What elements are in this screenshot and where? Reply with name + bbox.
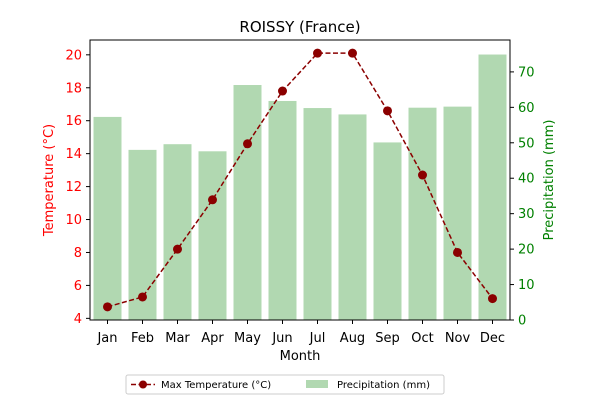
x-tick-label: Jul: [309, 331, 326, 346]
legend: Max Temperature (°C) Precipitation (mm): [125, 374, 445, 395]
left-axis-ticks: 4 6 8 10 12 14 16 18 20: [65, 48, 90, 327]
left-tick-label: 14: [65, 147, 82, 162]
precip-bar-dec: [478, 54, 507, 320]
temperature-line: [107, 52, 494, 308]
right-tick-label: 30: [518, 207, 535, 222]
precip-bar-aug: [338, 114, 367, 320]
legend-item-precipitation: Precipitation (mm): [306, 380, 430, 391]
chart-title: ROISSY (France): [239, 18, 360, 36]
left-axis-title: Temperature (°C): [42, 124, 57, 237]
precip-bar-oct: [408, 107, 437, 321]
right-axis-ticks: 0 10 20 30 40 50 60 70: [510, 65, 535, 329]
precip-bar-jul: [303, 108, 332, 321]
temp-point-jan: [103, 302, 112, 312]
right-axis-title: Precipitation (mm): [542, 120, 557, 241]
x-axis-title: Month: [280, 349, 321, 364]
temp-point-jun: [278, 86, 287, 96]
legend-label-temperature: Max Temperature (°C): [161, 380, 271, 391]
right-tick-label: 0: [518, 314, 526, 329]
legend-bar-swatch: [306, 380, 328, 388]
precip-bar-feb: [128, 149, 157, 320]
temp-point-apr: [208, 195, 217, 205]
temp-point-dec: [488, 294, 497, 304]
precip-bar-jan: [93, 116, 122, 320]
precip-bar-may: [233, 85, 262, 320]
x-tick-label: Nov: [445, 331, 471, 346]
precip-bar-jun: [268, 100, 297, 320]
temp-point-feb: [138, 292, 147, 302]
precipitation-bars: [93, 54, 507, 321]
temp-point-mar: [173, 244, 182, 254]
temp-point-may: [243, 139, 252, 149]
x-tick-label: Oct: [411, 331, 433, 346]
right-tick-label: 70: [518, 65, 535, 80]
precip-bar-sep: [373, 142, 402, 320]
x-axis-ticks: Jan Feb Mar Apr May Jun Jul Aug Sep Oct Nov Dec: [96, 320, 505, 346]
x-tick-label: May: [234, 331, 261, 346]
temp-point-nov: [453, 247, 462, 257]
left-tick-label: 10: [65, 213, 82, 228]
right-tick-label: 40: [518, 172, 535, 187]
temp-point-sep: [383, 106, 392, 116]
x-tick-label: Aug: [340, 331, 365, 346]
right-tick-label: 20: [518, 243, 535, 258]
x-tick-label: Apr: [201, 331, 224, 346]
precip-bar-nov: [443, 106, 472, 321]
left-tick-label: 6: [74, 279, 82, 294]
x-tick-label: Jan: [96, 331, 117, 346]
legend-frame: [125, 374, 445, 395]
precip-bar-mar: [163, 144, 192, 320]
left-tick-label: 8: [74, 246, 82, 261]
precip-bar-apr: [198, 151, 227, 320]
plot-frame: [89, 39, 511, 321]
left-tick-label: 18: [65, 81, 82, 96]
left-tick-label: 4: [74, 312, 82, 327]
left-tick-label: 20: [65, 48, 82, 63]
temp-point-aug: [348, 48, 357, 58]
x-tick-label: Sep: [375, 331, 400, 346]
temp-point-jul: [313, 48, 322, 58]
legend-label-precipitation: Precipitation (mm): [337, 380, 430, 391]
left-tick-label: 12: [65, 180, 82, 195]
x-tick-label: Dec: [480, 331, 505, 346]
x-tick-label: Feb: [131, 331, 154, 346]
legend-item-temperature: Max Temperature (°C): [131, 380, 271, 391]
temp-point-oct: [418, 170, 427, 180]
right-tick-label: 60: [518, 101, 535, 116]
x-tick-label: Mar: [165, 331, 190, 346]
right-tick-label: 50: [518, 136, 535, 151]
right-tick-label: 10: [518, 278, 535, 293]
left-tick-label: 16: [65, 114, 82, 129]
legend-marker-swatch: [139, 380, 147, 389]
x-tick-label: Jun: [271, 331, 292, 346]
temperature-line-series: [103, 48, 497, 312]
